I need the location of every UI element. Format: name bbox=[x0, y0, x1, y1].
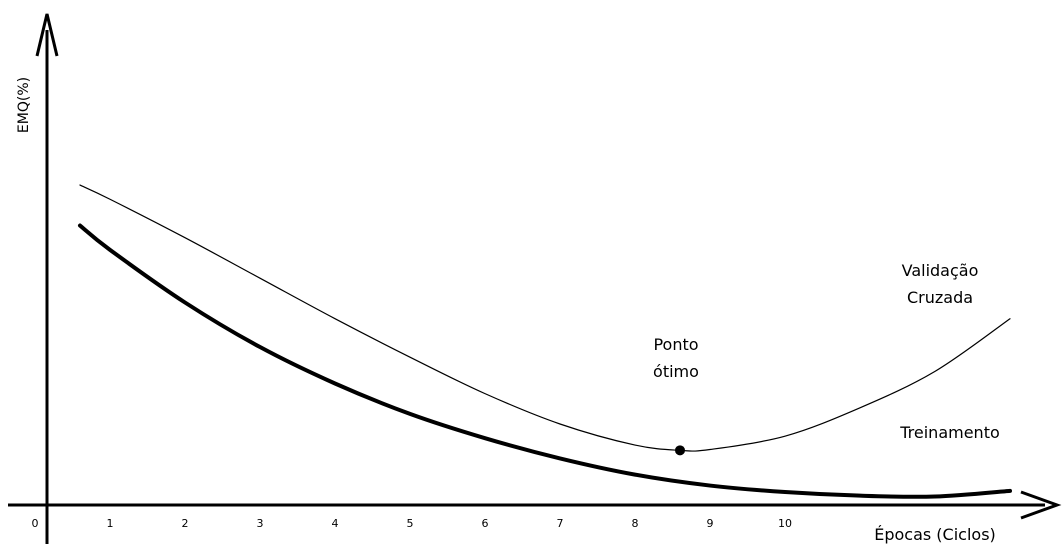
x-tick-label: 1 bbox=[107, 517, 114, 530]
x-tick-label: 10 bbox=[778, 517, 792, 530]
series-label-line: Treinamento bbox=[899, 423, 1000, 442]
annotation-label-line: Ponto bbox=[653, 335, 698, 354]
annotation-label-line: ótimo bbox=[653, 362, 699, 381]
series-line-validacao bbox=[79, 184, 1011, 452]
x-tick-label: 4 bbox=[332, 517, 339, 530]
axes bbox=[8, 13, 1062, 544]
x-tick-label: 0 bbox=[32, 517, 39, 530]
x-tick-label: 3 bbox=[257, 517, 264, 530]
x-tick-label: 6 bbox=[482, 517, 489, 530]
series-lines bbox=[78, 184, 1012, 499]
x-tick-label: 8 bbox=[632, 517, 639, 530]
x-tick-label: 7 bbox=[557, 517, 564, 530]
x-tick-labels: 0 1 2 3 4 5 6 7 8 9 10 bbox=[32, 517, 793, 530]
annotations: Validação Cruzada Treinamento Ponto ótimo bbox=[653, 261, 1000, 456]
y-axis-arrowhead bbox=[35, 13, 59, 57]
x-tick-label: 9 bbox=[707, 517, 714, 530]
series-label-line: Cruzada bbox=[907, 288, 973, 307]
x-tick-label: 5 bbox=[407, 517, 414, 530]
x-tick-label: 2 bbox=[182, 517, 189, 530]
x-axis-arrowhead bbox=[1020, 490, 1062, 520]
series-label-line: Validação bbox=[902, 261, 979, 280]
optimal-point-marker bbox=[675, 445, 685, 456]
y-axis-label: EMQ(%) bbox=[16, 77, 32, 133]
series-line-treinamento bbox=[78, 223, 1012, 499]
x-axis-label: Épocas (Ciclos) bbox=[874, 525, 996, 544]
